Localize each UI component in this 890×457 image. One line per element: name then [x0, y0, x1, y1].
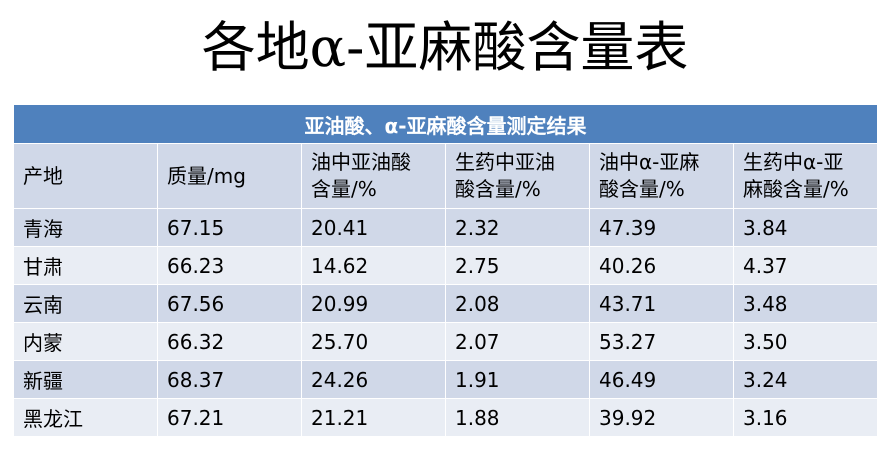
data-cell: 3.24	[733, 360, 878, 399]
data-cell: 53.27	[589, 322, 734, 361]
header-cell: 油中亚油酸 含量/%	[301, 143, 446, 209]
data-row: 甘肃 66.23 14.62 2.75 40.26 4.37	[13, 246, 878, 285]
header-cell: 质量/mg	[157, 143, 302, 209]
data-cell: 66.23	[157, 246, 302, 285]
data-cell: 40.26	[589, 246, 734, 285]
data-cell: 黑龙江	[13, 398, 158, 437]
data-cell: 20.41	[301, 208, 446, 247]
data-cell: 2.75	[445, 246, 590, 285]
data-cell: 内蒙	[13, 322, 158, 361]
header-cell: 生药中亚油 酸含量/%	[445, 143, 590, 209]
table-body: 产地 质量/mg 油中亚油酸 含量/% 生药中亚油 酸含量/% 油中α-亚麻 酸含量/%…	[13, 143, 878, 437]
data-cell: 25.70	[301, 322, 446, 361]
data-row: 云南 67.56 20.99 2.08 43.71 3.48	[13, 284, 878, 323]
data-cell: 46.49	[589, 360, 734, 399]
data-cell: 24.26	[301, 360, 446, 399]
data-cell: 甘肃	[13, 246, 158, 285]
data-cell: 21.21	[301, 398, 446, 437]
data-cell: 67.15	[157, 208, 302, 247]
data-row: 新疆 68.37 24.26 1.91 46.49 3.24	[13, 360, 878, 399]
data-cell: 67.21	[157, 398, 302, 437]
data-cell: 39.92	[589, 398, 734, 437]
data-cell: 云南	[13, 284, 158, 323]
data-cell: 43.71	[589, 284, 734, 323]
data-cell: 3.48	[733, 284, 878, 323]
table-head: 亚油酸、α-亚麻酸含量测定结果	[13, 104, 878, 144]
data-cell: 1.88	[445, 398, 590, 437]
header-cell: 生药中α-亚 麻酸含量/%	[733, 143, 878, 209]
data-cell: 2.08	[445, 284, 590, 323]
caption-row: 亚油酸、α-亚麻酸含量测定结果	[13, 104, 878, 144]
data-cell: 新疆	[13, 360, 158, 399]
data-cell: 47.39	[589, 208, 734, 247]
data-row: 黑龙江 67.21 21.21 1.88 39.92 3.16	[13, 398, 878, 437]
data-row: 内蒙 66.32 25.70 2.07 53.27 3.50	[13, 322, 878, 361]
data-cell: 3.50	[733, 322, 878, 361]
data-row: 青海 67.15 20.41 2.32 47.39 3.84	[13, 208, 878, 247]
data-cell: 2.07	[445, 322, 590, 361]
results-table: 亚油酸、α-亚麻酸含量测定结果 产地 质量/mg 油中亚油酸 含量/% 生药中亚油 酸…	[13, 104, 878, 437]
data-cell: 68.37	[157, 360, 302, 399]
data-cell: 66.32	[157, 322, 302, 361]
table-caption: 亚油酸、α-亚麻酸含量测定结果	[13, 104, 878, 144]
data-cell: 青海	[13, 208, 158, 247]
slide-title: 各地α-亚麻酸含量表	[201, 16, 689, 79]
data-cell: 14.62	[301, 246, 446, 285]
data-cell: 3.16	[733, 398, 878, 437]
header-cell: 油中α-亚麻 酸含量/%	[589, 143, 734, 209]
data-cell: 3.84	[733, 208, 878, 247]
data-cell: 67.56	[157, 284, 302, 323]
data-cell: 20.99	[301, 284, 446, 323]
data-cell: 4.37	[733, 246, 878, 285]
header-cell: 产地	[13, 143, 158, 209]
data-cell: 1.91	[445, 360, 590, 399]
data-cell: 2.32	[445, 208, 590, 247]
header-row: 产地 质量/mg 油中亚油酸 含量/% 生药中亚油 酸含量/% 油中α-亚麻 酸含量/%…	[13, 143, 878, 209]
